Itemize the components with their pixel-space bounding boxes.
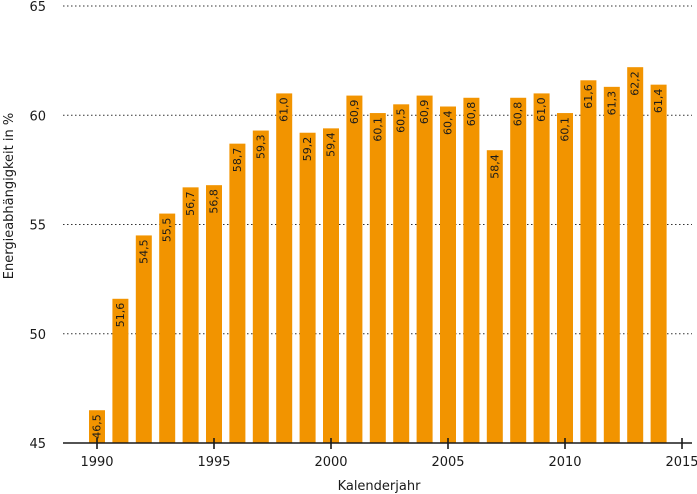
x-tick-label-2000: 2000: [314, 455, 347, 470]
bar-2004: [416, 95, 433, 444]
bar-2009: [533, 93, 550, 444]
value-label-2004: 60,9: [418, 100, 431, 125]
x-tick-label-1990: 1990: [80, 455, 113, 470]
value-label-2013: 62,2: [629, 71, 642, 96]
bar-2014: [650, 84, 667, 443]
value-label-2003: 60,5: [395, 108, 408, 133]
bar-1994: [182, 187, 199, 443]
value-label-2005: 60,4: [442, 111, 455, 136]
y-tick-label-65: 65: [29, 0, 46, 15]
bar-2006: [463, 97, 480, 444]
value-label-2002: 60,1: [371, 117, 384, 142]
value-label-2010: 60,1: [559, 117, 572, 142]
bars: 46,5 51,6 54,5 55,5 56,7 56,8 58,7 59,3 61,0 59,2…: [89, 67, 667, 444]
bar-1997: [252, 130, 269, 444]
bar-2005: [440, 106, 456, 443]
bar-2010: [557, 113, 573, 443]
value-label-1991: 51,6: [114, 303, 127, 328]
value-label-1998: 61,0: [278, 97, 291, 122]
bar-1991: [112, 298, 129, 443]
y-tick-label-50: 50: [29, 328, 46, 343]
value-label-1992: 54,5: [137, 239, 150, 263]
value-label-2000: 59,4: [325, 132, 338, 157]
y-tick-label-60: 60: [29, 109, 46, 124]
bar-1995: [206, 185, 222, 444]
value-label-2001: 60,9: [348, 100, 361, 125]
bar-2003: [393, 104, 410, 443]
bar-2008: [510, 97, 527, 444]
value-label-2007: 58,4: [488, 154, 501, 179]
value-label-2009: 61,0: [535, 97, 548, 122]
x-tick-label-2015: 2015: [665, 455, 697, 470]
value-label-2011: 61,6: [582, 84, 595, 109]
value-label-2008: 60,8: [512, 102, 525, 127]
bar-2013: [627, 67, 644, 444]
bar-2001: [346, 95, 363, 444]
value-label-2012: 61,3: [605, 91, 618, 116]
value-label-1999: 59,2: [301, 137, 314, 162]
bar-2002: [369, 113, 386, 443]
bar-1998: [276, 93, 293, 444]
value-label-2014: 61,4: [652, 89, 665, 114]
bar-1999: [299, 132, 316, 444]
y-tick-label-55: 55: [29, 219, 46, 234]
value-label-1996: 58,7: [231, 148, 244, 173]
bar-1996: [229, 143, 246, 443]
x-tick-label-1995: 1995: [197, 455, 230, 470]
x-tick-label-2005: 2005: [431, 455, 464, 470]
bar-1992: [135, 235, 152, 443]
y-axis: 45 50 55 60 65: [29, 0, 46, 452]
x-axis: 1990 1995 2000 2005 2010 2015: [63, 438, 697, 470]
bar-1990: [89, 410, 105, 443]
x-tick-label-2010: 2010: [548, 455, 581, 470]
bar-2000: [323, 128, 339, 444]
value-label-1997: 59,3: [254, 135, 267, 160]
value-label-1995: 56,8: [208, 189, 221, 214]
value-label-1994: 56,7: [184, 191, 197, 216]
x-axis-title: Kalenderjahr: [338, 479, 422, 494]
value-label-1993: 55,5: [161, 218, 174, 243]
bar-2011: [580, 80, 597, 443]
value-label-1990: 46,5: [91, 414, 104, 439]
bar-1993: [159, 213, 176, 443]
value-label-2006: 60,8: [465, 102, 478, 127]
bar-2007: [486, 150, 503, 443]
y-tick-label-45: 45: [29, 437, 46, 452]
bar-2012: [603, 86, 620, 443]
y-axis-title: Energieabhängigkeit in %: [2, 113, 17, 279]
